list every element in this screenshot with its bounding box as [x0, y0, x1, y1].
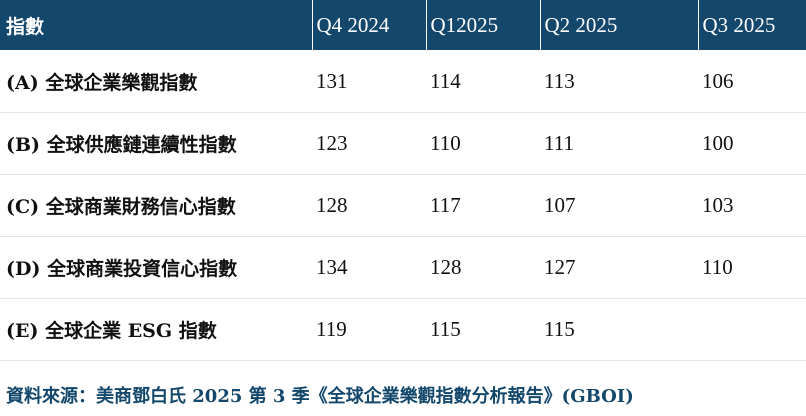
header-q1-2025: Q12025	[426, 0, 541, 50]
table-body: (A) 全球企業樂觀指數 131 114 113 106 (B) 全球供應鏈連續…	[0, 50, 806, 361]
cell-value: 113	[540, 50, 698, 113]
index-table-container: 指數 Q4 2024 Q12025 Q2 2025 Q3 2025 (A) 全球…	[0, 0, 806, 361]
cell-value: 107	[540, 174, 698, 237]
cell-value: 110	[698, 236, 806, 299]
table-header: 指數 Q4 2024 Q12025 Q2 2025 Q3 2025	[0, 0, 806, 50]
header-q2-2025: Q2 2025	[540, 0, 699, 50]
table-row: (E) 全球企業 ESG 指數 119 115 115	[0, 298, 806, 361]
row-label: (D) 全球商業投資信心指數	[0, 236, 312, 299]
cell-value	[698, 298, 806, 361]
cell-value: 134	[312, 236, 426, 299]
cell-value: 110	[426, 112, 540, 175]
table-row: (C) 全球商業財務信心指數 128 117 107 103	[0, 174, 806, 237]
row-label: (C) 全球商業財務信心指數	[0, 174, 312, 237]
index-table: 指數 Q4 2024 Q12025 Q2 2025 Q3 2025 (A) 全球…	[0, 0, 806, 361]
row-label: (B) 全球供應鏈連續性指數	[0, 112, 312, 175]
cell-value: 128	[426, 236, 540, 299]
cell-value: 115	[540, 298, 698, 361]
cell-value: 106	[698, 50, 806, 113]
table-row: (D) 全球商業投資信心指數 134 128 127 110	[0, 236, 806, 299]
cell-value: 103	[698, 174, 806, 237]
cell-value: 114	[426, 50, 540, 113]
header-q4-2024: Q4 2024	[312, 0, 427, 50]
cell-value: 128	[312, 174, 426, 237]
row-label: (E) 全球企業 ESG 指數	[0, 298, 312, 361]
header-index: 指數	[0, 0, 313, 50]
table-row: (A) 全球企業樂觀指數 131 114 113 106	[0, 50, 806, 113]
cell-value: 123	[312, 112, 426, 175]
row-label: (A) 全球企業樂觀指數	[0, 50, 312, 113]
cell-value: 111	[540, 112, 698, 175]
cell-value: 127	[540, 236, 698, 299]
cell-value: 117	[426, 174, 540, 237]
source-note: 資料來源：美商鄧白氏 2025 第 3 季《全球企業樂觀指數分析報告》(GBOI…	[6, 386, 634, 407]
header-q3-2025: Q3 2025	[698, 0, 806, 50]
cell-value: 119	[312, 298, 426, 361]
table-row: (B) 全球供應鏈連續性指數 123 110 111 100	[0, 112, 806, 175]
header-row: 指數 Q4 2024 Q12025 Q2 2025 Q3 2025	[0, 0, 806, 50]
cell-value: 100	[698, 112, 806, 175]
cell-value: 131	[312, 50, 426, 113]
cell-value: 115	[426, 298, 540, 361]
